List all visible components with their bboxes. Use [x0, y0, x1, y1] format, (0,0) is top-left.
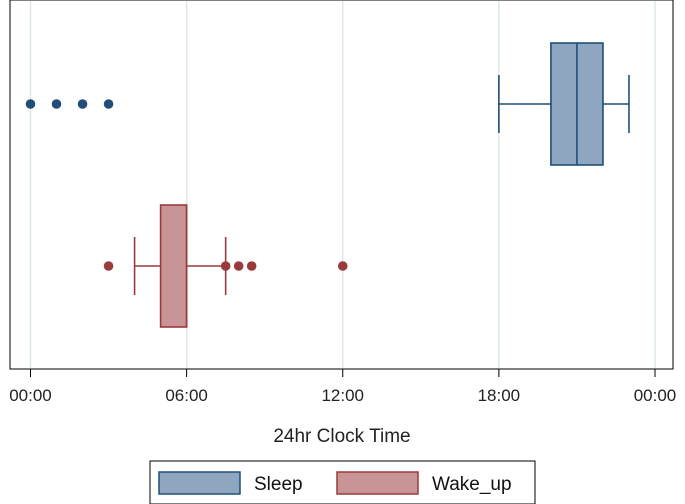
outlier-point-3 — [103, 99, 114, 109]
outlier-point-1 — [220, 261, 231, 271]
x-tick-label-2: 12:00 — [321, 386, 364, 405]
x-axis-title: 24hr Clock Time — [273, 426, 410, 447]
legend-swatch-wake-up — [336, 471, 419, 495]
plot-area-frame — [9, 0, 674, 370]
box-sleep — [25, 42, 630, 166]
legend-swatch-sleep — [158, 471, 241, 495]
outlier-point-2 — [77, 99, 88, 109]
x-tick-label-0: 00:00 — [9, 386, 52, 405]
x-tick-label-1: 06:00 — [165, 386, 208, 405]
outlier-point-2 — [233, 261, 244, 271]
outlier-point-3 — [246, 261, 257, 271]
legend-label-sleep: Sleep — [254, 474, 303, 495]
legend-label-wake-up: Wake_up — [432, 474, 512, 495]
x-axis-ticks: 00:00 06:00 12:00 18:00 00:00 — [9, 369, 676, 405]
x-tick-label-4: 00:00 — [634, 386, 677, 405]
iqr-box — [159, 204, 188, 328]
box-wake-up — [103, 204, 348, 328]
outlier-point-0 — [25, 99, 36, 109]
box-series — [25, 42, 630, 328]
outlier-point-4 — [337, 261, 348, 271]
x-tick-label-3: 18:00 — [478, 386, 521, 405]
outlier-point-0 — [103, 261, 114, 271]
outlier-point-1 — [51, 99, 62, 109]
legend: Sleep Wake_up — [149, 460, 536, 504]
